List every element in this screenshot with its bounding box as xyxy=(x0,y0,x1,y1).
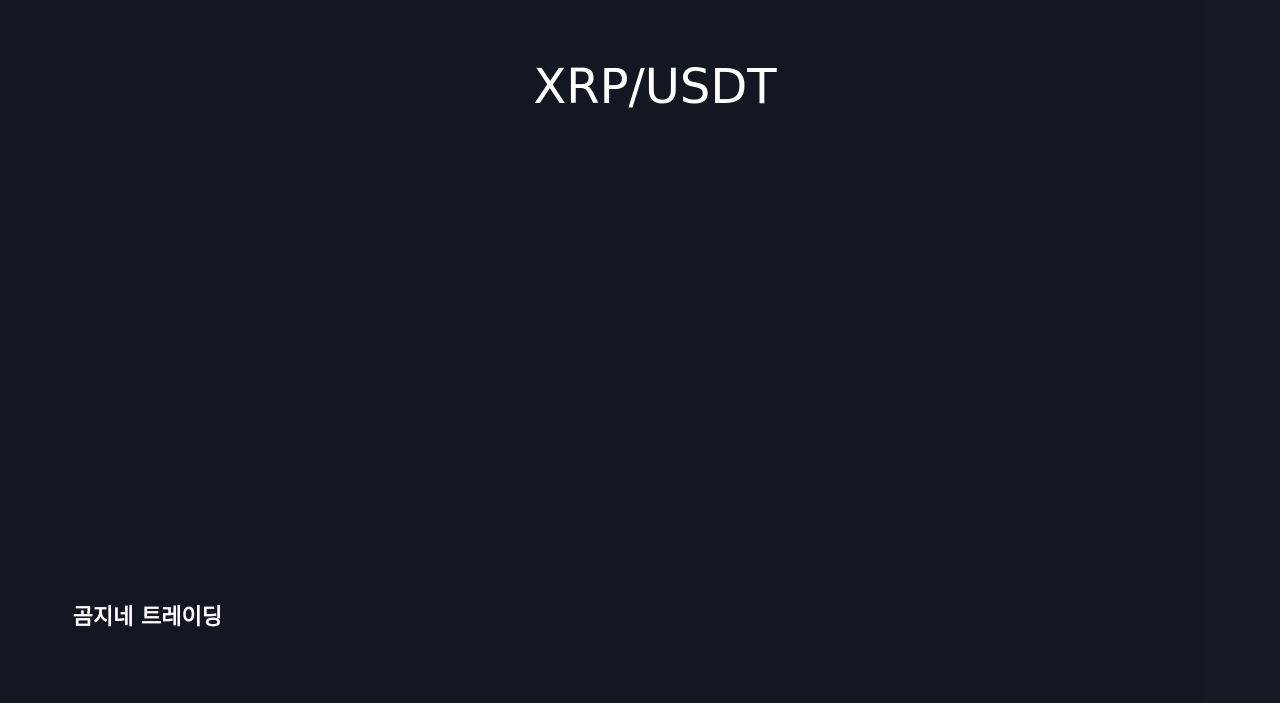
price-axis xyxy=(1205,0,1280,703)
chart-title: XRP/USDT xyxy=(533,59,777,115)
watermark: 곰지네 트레이딩 xyxy=(73,605,222,630)
